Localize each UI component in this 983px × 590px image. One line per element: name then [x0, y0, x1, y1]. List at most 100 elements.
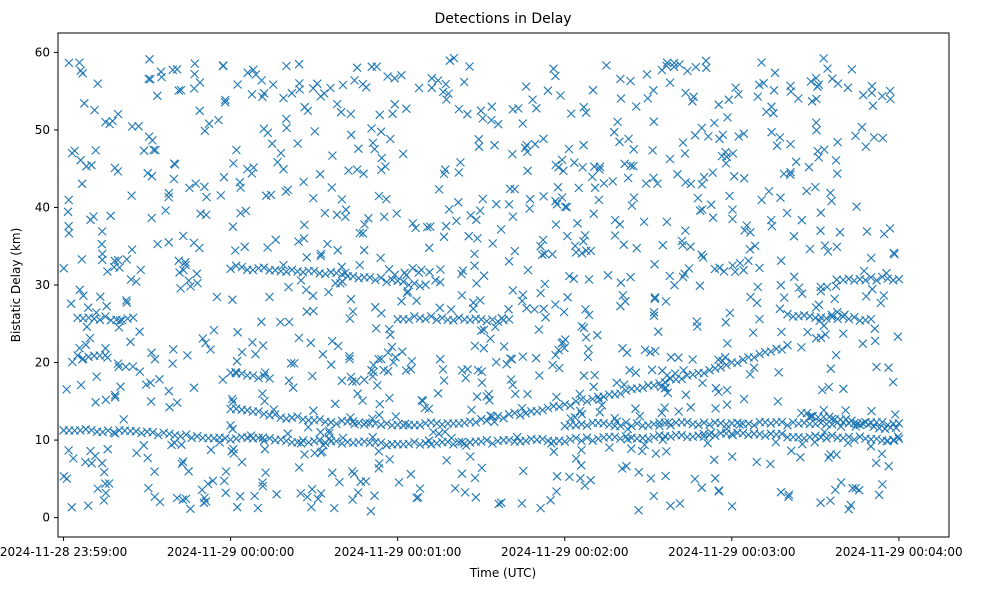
detection-point-358	[549, 447, 559, 457]
detection-point-275	[177, 459, 187, 469]
detection-point-19	[327, 468, 337, 478]
detection-point-306	[531, 103, 541, 113]
detection-point-1320	[432, 439, 442, 448]
detection-point-65	[235, 491, 245, 501]
detection-point-645	[599, 179, 609, 188]
detection-point-855	[556, 91, 565, 100]
detection-point-292	[218, 375, 228, 384]
detection-point-249	[827, 196, 836, 206]
detection-point-623	[841, 406, 850, 415]
detection-point-1248	[844, 314, 854, 324]
detection-point-424	[479, 325, 489, 335]
detection-point-48	[299, 220, 309, 230]
detection-point-501	[490, 417, 499, 427]
detection-point-980	[562, 202, 572, 212]
detection-point-1194	[749, 353, 759, 362]
detection-point-55	[139, 440, 149, 450]
detection-point-1013	[302, 492, 312, 502]
detection-point-299	[397, 347, 407, 357]
detection-point-1362	[666, 432, 675, 441]
detection-point-1272	[165, 429, 174, 439]
detection-point-566	[91, 146, 101, 155]
detection-point-446	[391, 412, 401, 421]
detection-point-560	[269, 405, 279, 414]
detection-point-1061	[299, 234, 309, 243]
detection-point-581	[496, 225, 506, 234]
detection-point-357	[355, 228, 365, 238]
detection-point-933	[816, 286, 826, 296]
detection-point-595	[491, 199, 501, 209]
detection-point-1089	[195, 78, 205, 87]
detection-point-770	[77, 179, 87, 189]
detection-point-215	[271, 235, 281, 245]
detection-point-736	[874, 490, 884, 500]
detection-point-531	[228, 444, 238, 454]
detection-point-384	[379, 212, 389, 222]
detection-point-1015	[851, 483, 861, 493]
detection-point-1011	[115, 316, 125, 326]
detection-point-747	[560, 202, 570, 212]
detection-point-1438	[649, 419, 659, 429]
detection-point-1502	[866, 273, 876, 282]
detection-point-1441	[666, 420, 675, 430]
detection-point-957	[316, 251, 326, 261]
detection-point-365	[739, 129, 749, 139]
detection-point-1233	[404, 280, 414, 290]
detection-point-476	[757, 58, 766, 67]
detection-point-1347	[582, 433, 592, 443]
detection-point-1480	[883, 420, 893, 430]
detection-point-1171	[621, 386, 631, 395]
detection-point-688	[877, 449, 887, 459]
detection-point-153	[867, 88, 877, 98]
detection-point-1330	[488, 439, 497, 448]
detection-point-1103	[242, 405, 252, 415]
detection-point-1137	[432, 419, 442, 428]
detection-point-1074	[454, 104, 464, 114]
detection-point-59	[287, 88, 297, 98]
detection-point-1026	[689, 92, 698, 102]
detection-point-532	[784, 492, 793, 502]
detection-point-163	[719, 267, 729, 276]
detection-point-647	[330, 399, 340, 409]
detection-point-628	[456, 158, 465, 167]
detection-point-260	[794, 283, 804, 292]
detection-point-986	[517, 403, 527, 413]
detection-point-99	[324, 426, 334, 435]
detection-point-942	[175, 268, 184, 277]
detection-point-13	[657, 408, 667, 418]
detection-point-1364	[677, 430, 687, 440]
detection-point-1091	[786, 446, 796, 456]
detection-point-270	[510, 184, 520, 194]
detection-point-1055	[776, 256, 786, 266]
detection-point-600	[649, 311, 659, 321]
detection-point-401	[858, 90, 868, 100]
detection-point-685	[711, 404, 720, 413]
detection-point-894	[587, 172, 597, 182]
detection-point-159	[822, 282, 832, 292]
detection-point-799	[484, 389, 494, 399]
detection-point-1042	[649, 307, 659, 317]
detection-point-662	[181, 257, 190, 267]
detection-point-247	[127, 122, 137, 131]
detection-point-474	[755, 263, 764, 273]
detection-point-1261	[103, 426, 113, 435]
detection-point-554	[359, 375, 369, 385]
detection-point-105	[590, 183, 600, 193]
scatter-points	[59, 53, 904, 516]
detection-point-970	[635, 411, 645, 421]
detection-point-1251	[861, 315, 870, 325]
detection-point-1084	[102, 301, 111, 311]
detection-point-111	[508, 105, 518, 114]
detection-point-339	[377, 308, 386, 318]
detection-point-710	[786, 139, 795, 149]
detection-point-1105	[254, 407, 263, 416]
detection-point-463	[620, 296, 630, 306]
detection-point-324	[819, 405, 829, 415]
detection-point-1126	[371, 419, 380, 428]
detection-point-1076	[272, 489, 281, 499]
detection-point-1035	[247, 90, 257, 99]
detection-point-1082	[352, 63, 362, 73]
detection-point-56	[134, 121, 143, 131]
detection-point-1282	[220, 433, 230, 443]
detection-point-451	[279, 164, 288, 174]
